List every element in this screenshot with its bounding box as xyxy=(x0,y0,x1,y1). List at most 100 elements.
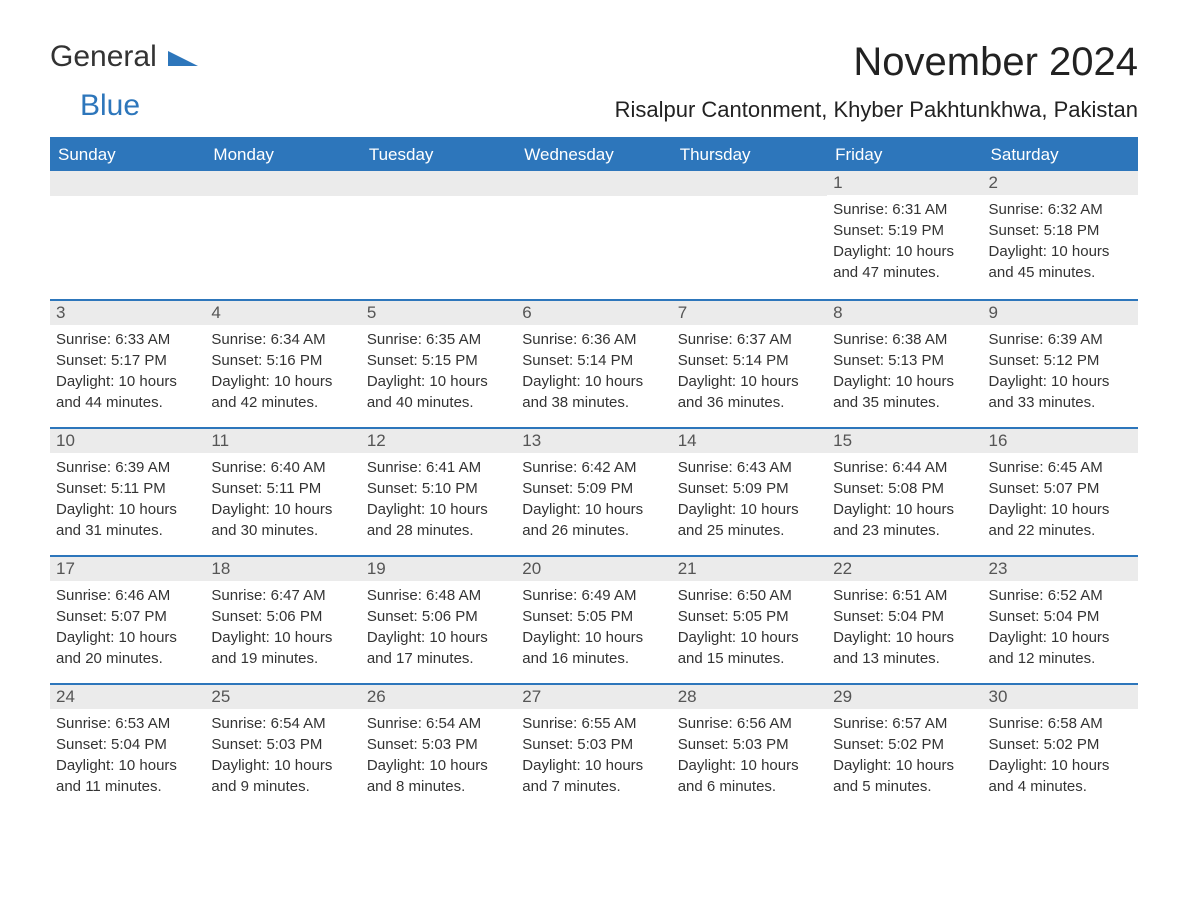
day-info-sunrise: Sunrise: 6:52 AM xyxy=(989,585,1132,606)
day-cell: 13Sunrise: 6:42 AMSunset: 5:09 PMDayligh… xyxy=(516,429,671,555)
header: General Blue November 2024 Risalpur Cant… xyxy=(50,40,1138,123)
logo-text-2: Blue xyxy=(80,89,198,123)
day-info-day1: Daylight: 10 hours xyxy=(56,755,199,776)
week-row: 1Sunrise: 6:31 AMSunset: 5:19 PMDaylight… xyxy=(50,171,1138,299)
day-info-day1: Daylight: 10 hours xyxy=(367,371,510,392)
day-cell: 9Sunrise: 6:39 AMSunset: 5:12 PMDaylight… xyxy=(983,301,1138,427)
weekday-header: Friday xyxy=(827,139,982,171)
day-cell: 7Sunrise: 6:37 AMSunset: 5:14 PMDaylight… xyxy=(672,301,827,427)
day-info-day1: Daylight: 10 hours xyxy=(367,755,510,776)
day-cell: 8Sunrise: 6:38 AMSunset: 5:13 PMDaylight… xyxy=(827,301,982,427)
week-row: 24Sunrise: 6:53 AMSunset: 5:04 PMDayligh… xyxy=(50,683,1138,811)
day-number: 2 xyxy=(983,171,1138,195)
day-info-sunset: Sunset: 5:03 PM xyxy=(522,734,665,755)
day-info-sunrise: Sunrise: 6:41 AM xyxy=(367,457,510,478)
day-cell: 21Sunrise: 6:50 AMSunset: 5:05 PMDayligh… xyxy=(672,557,827,683)
day-info-day1: Daylight: 10 hours xyxy=(56,499,199,520)
day-info-sunset: Sunset: 5:11 PM xyxy=(211,478,354,499)
day-info-sunrise: Sunrise: 6:46 AM xyxy=(56,585,199,606)
weekday-header: Saturday xyxy=(983,139,1138,171)
day-info: Sunrise: 6:52 AMSunset: 5:04 PMDaylight:… xyxy=(983,581,1138,673)
day-info-sunset: Sunset: 5:11 PM xyxy=(56,478,199,499)
day-info-day1: Daylight: 10 hours xyxy=(678,627,821,648)
day-number: 3 xyxy=(50,301,205,325)
day-info-day2: and 45 minutes. xyxy=(989,262,1132,283)
day-cell: 11Sunrise: 6:40 AMSunset: 5:11 PMDayligh… xyxy=(205,429,360,555)
day-cell: 12Sunrise: 6:41 AMSunset: 5:10 PMDayligh… xyxy=(361,429,516,555)
day-number: 30 xyxy=(983,685,1138,709)
day-info-day1: Daylight: 10 hours xyxy=(56,627,199,648)
day-cell: 26Sunrise: 6:54 AMSunset: 5:03 PMDayligh… xyxy=(361,685,516,811)
day-cell: 4Sunrise: 6:34 AMSunset: 5:16 PMDaylight… xyxy=(205,301,360,427)
day-info: Sunrise: 6:32 AMSunset: 5:18 PMDaylight:… xyxy=(983,195,1138,287)
day-info-day2: and 22 minutes. xyxy=(989,520,1132,541)
day-info-sunset: Sunset: 5:19 PM xyxy=(833,220,976,241)
day-info: Sunrise: 6:43 AMSunset: 5:09 PMDaylight:… xyxy=(672,453,827,545)
day-info-sunset: Sunset: 5:08 PM xyxy=(833,478,976,499)
day-cell: 20Sunrise: 6:49 AMSunset: 5:05 PMDayligh… xyxy=(516,557,671,683)
day-number: 27 xyxy=(516,685,671,709)
day-number: 20 xyxy=(516,557,671,581)
day-info: Sunrise: 6:48 AMSunset: 5:06 PMDaylight:… xyxy=(361,581,516,673)
day-info: Sunrise: 6:38 AMSunset: 5:13 PMDaylight:… xyxy=(827,325,982,417)
day-cell: 17Sunrise: 6:46 AMSunset: 5:07 PMDayligh… xyxy=(50,557,205,683)
day-cell: 1Sunrise: 6:31 AMSunset: 5:19 PMDaylight… xyxy=(827,171,982,299)
calendar: SundayMondayTuesdayWednesdayThursdayFrid… xyxy=(50,137,1138,811)
day-info-day2: and 42 minutes. xyxy=(211,392,354,413)
day-info-sunset: Sunset: 5:16 PM xyxy=(211,350,354,371)
day-info-day2: and 33 minutes. xyxy=(989,392,1132,413)
day-info: Sunrise: 6:55 AMSunset: 5:03 PMDaylight:… xyxy=(516,709,671,801)
day-info-day1: Daylight: 10 hours xyxy=(211,755,354,776)
day-cell: 5Sunrise: 6:35 AMSunset: 5:15 PMDaylight… xyxy=(361,301,516,427)
day-number: 24 xyxy=(50,685,205,709)
day-info-sunset: Sunset: 5:06 PM xyxy=(367,606,510,627)
day-cell xyxy=(361,171,516,299)
empty-day xyxy=(361,171,516,196)
day-info-day2: and 26 minutes. xyxy=(522,520,665,541)
day-info-day1: Daylight: 10 hours xyxy=(56,371,199,392)
day-cell: 6Sunrise: 6:36 AMSunset: 5:14 PMDaylight… xyxy=(516,301,671,427)
logo-text: General Blue xyxy=(50,40,198,123)
day-number: 25 xyxy=(205,685,360,709)
day-info-sunrise: Sunrise: 6:35 AM xyxy=(367,329,510,350)
day-info-sunset: Sunset: 5:03 PM xyxy=(367,734,510,755)
day-info-sunset: Sunset: 5:07 PM xyxy=(56,606,199,627)
day-info-sunrise: Sunrise: 6:32 AM xyxy=(989,199,1132,220)
day-info-day2: and 35 minutes. xyxy=(833,392,976,413)
day-info-day1: Daylight: 10 hours xyxy=(989,499,1132,520)
logo-text-1: General xyxy=(50,40,157,73)
day-info-day1: Daylight: 10 hours xyxy=(989,627,1132,648)
day-number: 29 xyxy=(827,685,982,709)
day-info-day2: and 47 minutes. xyxy=(833,262,976,283)
day-info-sunrise: Sunrise: 6:33 AM xyxy=(56,329,199,350)
day-info: Sunrise: 6:33 AMSunset: 5:17 PMDaylight:… xyxy=(50,325,205,417)
day-info-day1: Daylight: 10 hours xyxy=(833,627,976,648)
day-info-sunrise: Sunrise: 6:47 AM xyxy=(211,585,354,606)
day-info-sunset: Sunset: 5:18 PM xyxy=(989,220,1132,241)
day-cell xyxy=(50,171,205,299)
day-number: 8 xyxy=(827,301,982,325)
empty-day xyxy=(50,171,205,196)
day-info-sunrise: Sunrise: 6:36 AM xyxy=(522,329,665,350)
day-info-day1: Daylight: 10 hours xyxy=(678,499,821,520)
day-info-sunrise: Sunrise: 6:57 AM xyxy=(833,713,976,734)
day-info: Sunrise: 6:54 AMSunset: 5:03 PMDaylight:… xyxy=(361,709,516,801)
day-cell: 28Sunrise: 6:56 AMSunset: 5:03 PMDayligh… xyxy=(672,685,827,811)
day-info-day1: Daylight: 10 hours xyxy=(833,499,976,520)
week-row: 17Sunrise: 6:46 AMSunset: 5:07 PMDayligh… xyxy=(50,555,1138,683)
day-info-sunset: Sunset: 5:15 PM xyxy=(367,350,510,371)
day-info-day1: Daylight: 10 hours xyxy=(211,627,354,648)
day-number: 7 xyxy=(672,301,827,325)
day-info-day1: Daylight: 10 hours xyxy=(833,241,976,262)
day-number: 18 xyxy=(205,557,360,581)
day-info-sunset: Sunset: 5:04 PM xyxy=(833,606,976,627)
day-cell xyxy=(672,171,827,299)
day-info-day1: Daylight: 10 hours xyxy=(833,755,976,776)
day-info-day2: and 31 minutes. xyxy=(56,520,199,541)
day-info-sunset: Sunset: 5:14 PM xyxy=(678,350,821,371)
week-row: 10Sunrise: 6:39 AMSunset: 5:11 PMDayligh… xyxy=(50,427,1138,555)
day-info-sunset: Sunset: 5:05 PM xyxy=(522,606,665,627)
day-cell: 15Sunrise: 6:44 AMSunset: 5:08 PMDayligh… xyxy=(827,429,982,555)
day-cell: 25Sunrise: 6:54 AMSunset: 5:03 PMDayligh… xyxy=(205,685,360,811)
day-info: Sunrise: 6:50 AMSunset: 5:05 PMDaylight:… xyxy=(672,581,827,673)
